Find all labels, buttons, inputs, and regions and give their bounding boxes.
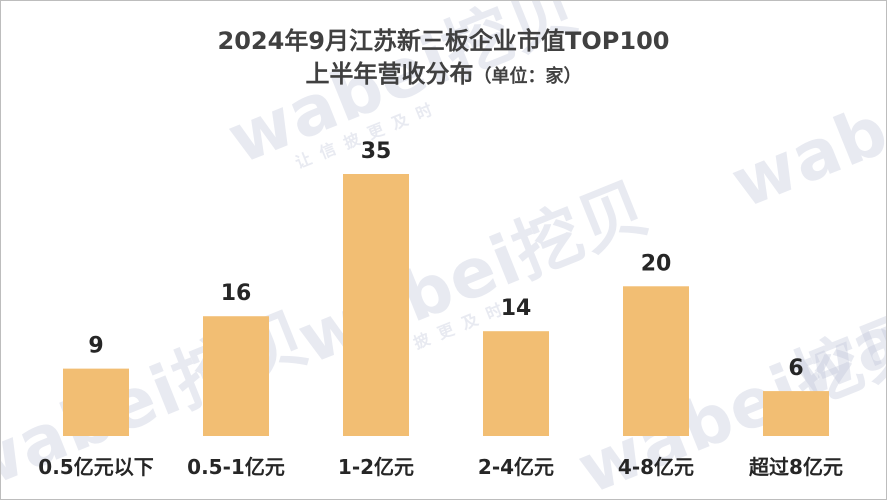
bar-2 [343, 174, 409, 436]
bar-1 [203, 316, 269, 436]
chart-subtitle-line: 上半年营收分布（单位：家） [1, 57, 886, 94]
chart-title: 2024年9月江苏新三板企业市值TOP100 [217, 27, 670, 55]
data-label-1: 16 [221, 281, 252, 306]
x-tick-label-3: 2-4亿元 [478, 455, 554, 479]
x-tick-label-1: 0.5-1亿元 [187, 455, 285, 479]
chart-unit-note: （单位：家） [473, 66, 582, 87]
x-tick-label-5: 超过8亿元 [748, 455, 843, 479]
bar-3 [483, 331, 549, 436]
x-tick-label-0: 0.5亿元以下 [38, 455, 153, 479]
data-label-4: 20 [641, 251, 672, 276]
bar-0 [63, 368, 129, 436]
data-label-5: 6 [788, 356, 803, 381]
bar-4 [623, 286, 689, 436]
x-tick-label-2: 1-2亿元 [338, 455, 414, 479]
bar-5 [763, 391, 829, 436]
chart-title-block: 2024年9月江苏新三板企业市值TOP100 上半年营收分布（单位：家） [1, 25, 886, 94]
data-label-2: 35 [361, 139, 392, 164]
data-label-0: 9 [88, 334, 103, 359]
x-tick-label-4: 4-8亿元 [618, 455, 694, 479]
chart-subtitle: 上半年营收分布 [305, 60, 474, 88]
data-label-3: 14 [501, 296, 532, 321]
